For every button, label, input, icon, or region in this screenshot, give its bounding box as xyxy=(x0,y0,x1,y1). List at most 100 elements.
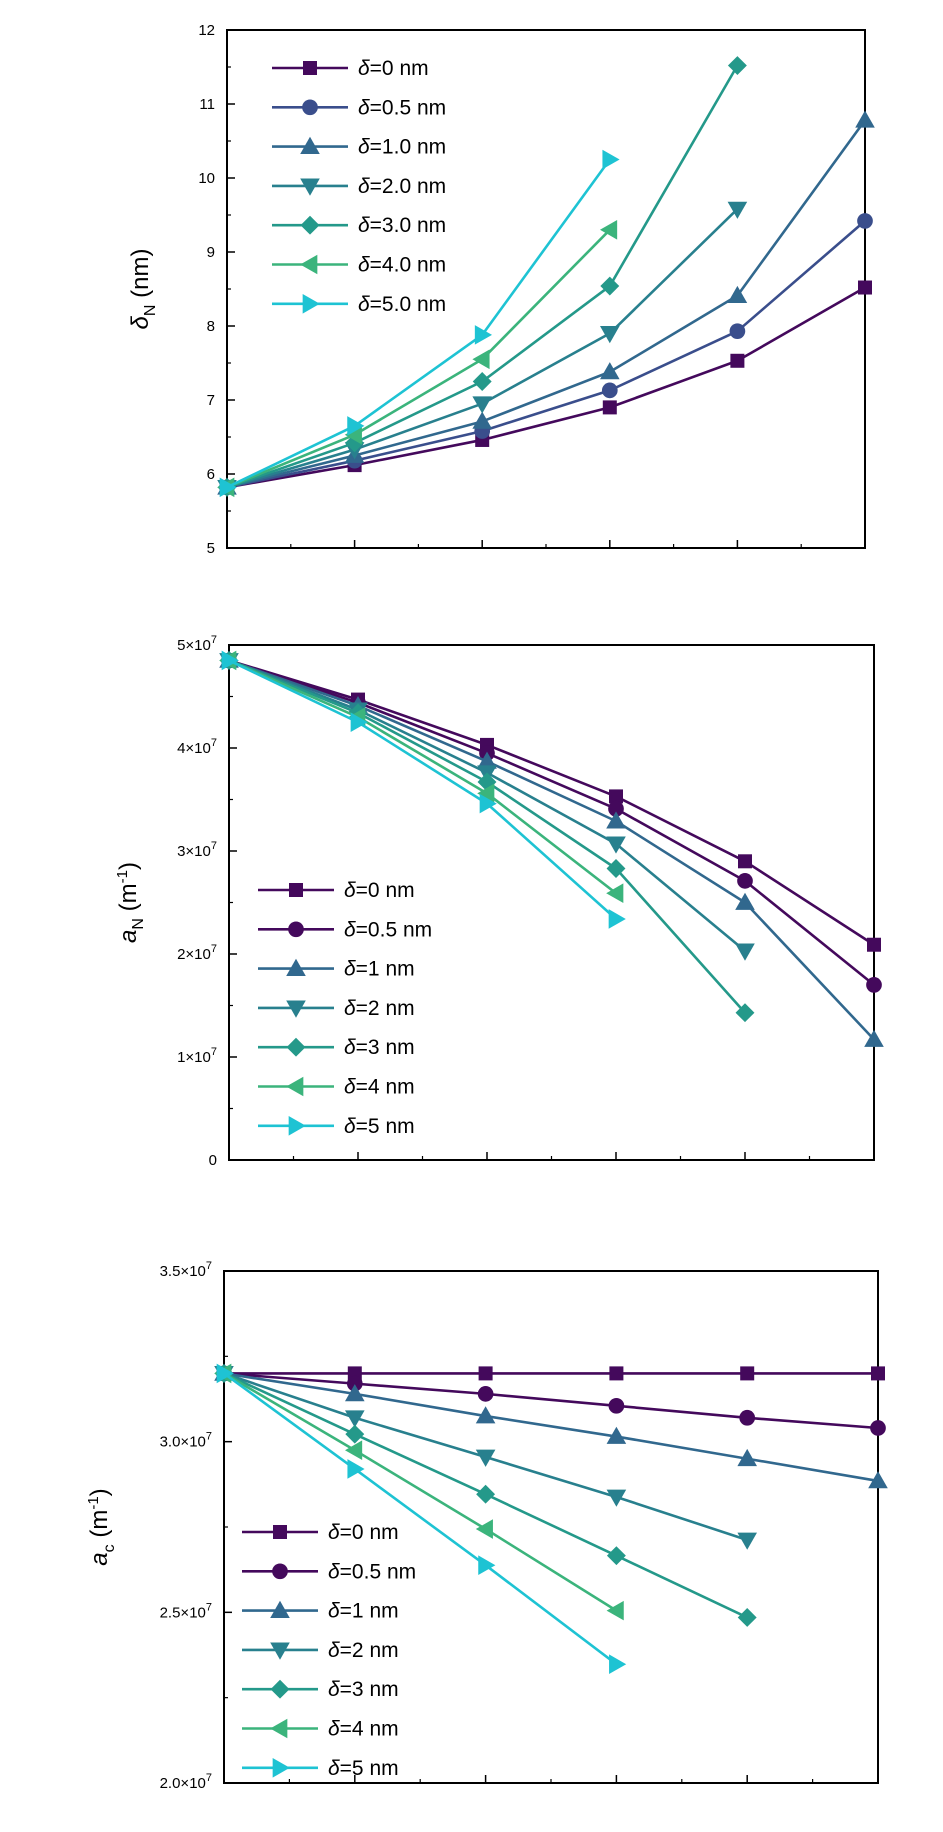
legend-label: δ=2 nm xyxy=(328,1639,399,1662)
legend-entry: δ=1 nm xyxy=(258,958,415,981)
legend-entry: δ=5 nm xyxy=(242,1757,399,1780)
legend-label: δ=0.5 nm xyxy=(328,1560,416,1583)
data-point xyxy=(864,1029,884,1047)
series-line xyxy=(226,286,866,489)
data-point xyxy=(735,943,755,961)
series-line xyxy=(223,1372,618,1612)
legend-marker xyxy=(270,1679,290,1699)
data-point xyxy=(602,149,620,170)
legend-entry: δ=4 nm xyxy=(258,1076,415,1099)
series-5 xyxy=(214,1363,757,1627)
data-point xyxy=(601,382,618,399)
legend-label: δ=3 nm xyxy=(344,1036,415,1059)
data-point xyxy=(868,1471,888,1489)
data-point xyxy=(738,854,752,869)
legend-entry: δ=3 nm xyxy=(258,1036,415,1059)
legend-marker xyxy=(300,136,320,154)
data-point xyxy=(477,751,497,769)
legend-entry: δ=2 nm xyxy=(258,997,415,1020)
data-point xyxy=(608,1397,625,1414)
series-line xyxy=(226,219,866,489)
legend-marker xyxy=(302,294,320,314)
series-7 xyxy=(216,1363,627,1675)
legend-entry: δ=2.0 nm xyxy=(272,175,446,198)
data-point xyxy=(347,1459,365,1479)
data-point xyxy=(600,326,620,344)
data-point xyxy=(475,1519,493,1539)
legend-marker xyxy=(286,1000,306,1018)
series-line xyxy=(228,659,875,946)
data-point xyxy=(344,424,362,445)
legend: δ=0 nm δ=0.5 nm δ=1 nm δ=2 nm δ=3 nm δ=4 nm δ=… xyxy=(258,879,432,1138)
legend-label: δ=2 nm xyxy=(344,997,415,1020)
data-point xyxy=(608,800,624,817)
data-point xyxy=(475,1406,496,1424)
legend-entry: δ=0 nm xyxy=(242,1521,399,1544)
data-point xyxy=(477,783,495,804)
data-point xyxy=(737,1448,757,1467)
chart-panel-2: 0 1×107 2×107 3×107 4×107 5×107 aN (m-1) δ=0 nm… xyxy=(114,634,884,1169)
data-point xyxy=(730,353,745,368)
legend-marker xyxy=(286,1037,306,1057)
data-point xyxy=(600,220,618,240)
legend-label: δ=3.0 nm xyxy=(358,214,446,237)
data-point xyxy=(606,1426,627,1444)
legend-entry: δ=3.0 nm xyxy=(272,214,446,237)
legend-label: δ=5.0 nm xyxy=(358,293,446,316)
series-line xyxy=(228,659,875,986)
data-point xyxy=(345,1410,365,1428)
data-point xyxy=(479,793,497,814)
data-point xyxy=(472,372,492,391)
series-line xyxy=(226,158,611,489)
series-line xyxy=(226,228,611,489)
data-point xyxy=(870,1420,886,1436)
data-point xyxy=(609,1654,627,1675)
legend-marker xyxy=(300,178,320,196)
y-tick-label: 2×107 xyxy=(177,943,217,963)
y-axis-title: δN (nm) xyxy=(127,249,159,330)
data-point xyxy=(737,1608,757,1627)
data-point xyxy=(857,213,873,229)
legend-label: δ=4 nm xyxy=(328,1718,399,1741)
chart-panel-1: 5 6 7 8 9 10 11 12 δN (nm) δ=0 nm δ=0.5 nm δ=1.0 nm… xyxy=(127,22,875,557)
legend-marker xyxy=(286,1076,304,1097)
y-tick-label: 0 xyxy=(209,1152,217,1169)
legend-marker xyxy=(303,61,317,75)
legend-marker xyxy=(270,1600,290,1618)
y-axis-title: ac (m-1) xyxy=(85,1488,118,1565)
y-tick-label: 11 xyxy=(199,96,215,113)
y-tick-label: 7 xyxy=(207,392,215,409)
data-point xyxy=(475,1449,496,1467)
data-point xyxy=(472,396,492,414)
legend: δ=0 nm δ=0.5 nm δ=1.0 nm δ=2.0 nm δ=3.0 nm δ=… xyxy=(272,57,446,316)
series-line xyxy=(223,1372,879,1483)
data-point xyxy=(739,1409,756,1426)
legend-label: δ=0.5 nm xyxy=(344,918,432,941)
data-point xyxy=(345,1384,365,1402)
chart-panel-3: 2.0×107 2.5×107 3.0×107 3.5×107 ac (m-1) δ=0 … xyxy=(85,1260,888,1792)
y-tick-label: 5 xyxy=(207,540,215,557)
data-point xyxy=(727,56,747,75)
legend-marker xyxy=(270,1642,290,1660)
y-tick-label: 3.0×107 xyxy=(160,1431,212,1451)
legend-label: δ=1 nm xyxy=(328,1600,399,1623)
legend-label: δ=3 nm xyxy=(328,1678,399,1701)
legend: δ=0 nm δ=0.5 nm δ=1 nm δ=2 nm δ=3 nm δ=4 nm δ=… xyxy=(242,1521,416,1780)
data-point xyxy=(871,1366,885,1381)
legend-entry: δ=0.5 nm xyxy=(242,1560,416,1583)
data-point xyxy=(606,1489,627,1507)
legend-entry: δ=3 nm xyxy=(242,1678,399,1701)
data-point xyxy=(345,1440,363,1460)
y-tick-label: 3×107 xyxy=(177,840,217,860)
data-point xyxy=(729,323,746,340)
data-point xyxy=(474,325,492,345)
legend-entry: δ=4.0 nm xyxy=(272,254,446,277)
legend-marker xyxy=(300,254,318,275)
legend-entry: δ=0 nm xyxy=(272,57,429,80)
data-point xyxy=(855,110,875,128)
data-point xyxy=(600,276,620,296)
y-tick-label: 8 xyxy=(207,318,215,335)
data-point xyxy=(606,836,626,854)
data-point xyxy=(221,650,239,671)
